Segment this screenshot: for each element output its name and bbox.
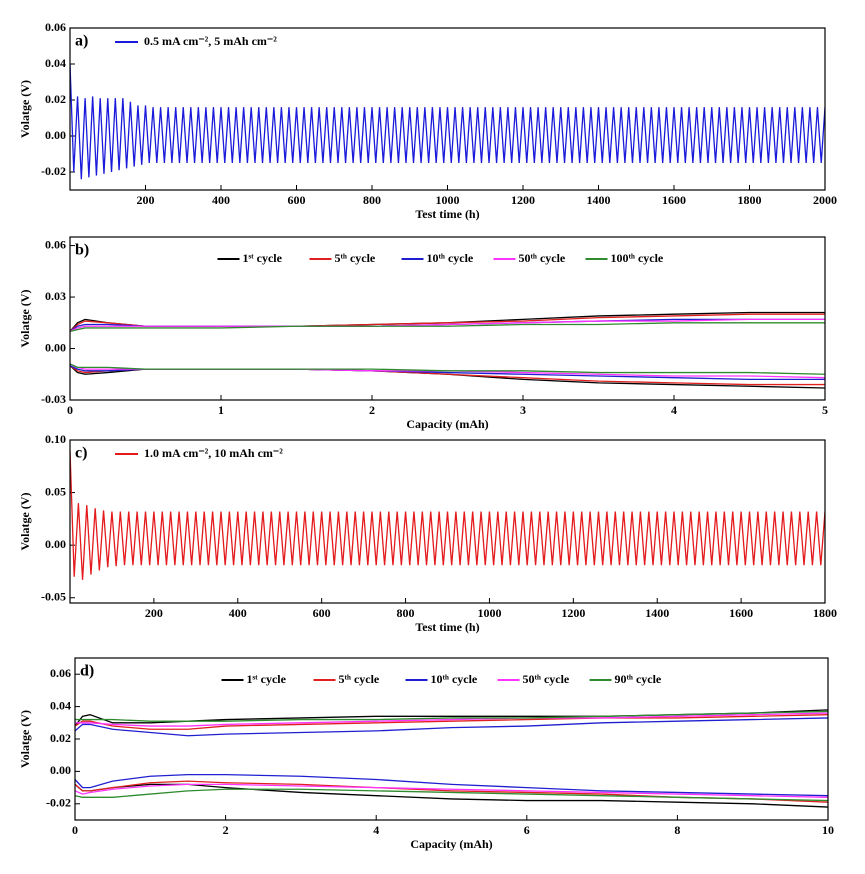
legend-label: 100ᵗʰ cycle <box>611 251 664 265</box>
y-tick-label: 0.04 <box>45 56 66 70</box>
y-tick-label: 0.03 <box>45 289 66 303</box>
x-tick-label: 1 <box>218 403 224 417</box>
plot-frame <box>74 657 829 821</box>
series-line <box>70 63 825 180</box>
y-tick-label: 0.06 <box>45 20 66 34</box>
y-tick-label: 0.04 <box>50 698 71 712</box>
panel-label: d) <box>80 663 94 680</box>
x-tick-label: 10 <box>822 823 834 837</box>
x-tick-label: 2 <box>223 823 229 837</box>
legend-label: 90ᵗʰ cycle <box>615 672 662 686</box>
y-tick-label: 0.10 <box>45 432 66 446</box>
y-tick-label: 0.06 <box>50 666 71 680</box>
x-tick-label: 5 <box>822 403 828 417</box>
x-tick-label: 1600 <box>662 193 686 207</box>
x-tick-label: 4 <box>373 823 379 837</box>
x-tick-label: 1800 <box>738 193 762 207</box>
legend-label: 5ᵗʰ cycle <box>335 251 376 265</box>
x-tick-label: 600 <box>288 193 306 207</box>
panel-label: a) <box>75 33 88 50</box>
x-tick-label: 400 <box>212 193 230 207</box>
y-tick-label: 0.00 <box>45 128 66 142</box>
series-line <box>70 322 825 333</box>
x-tick-label: 4 <box>671 403 677 417</box>
x-tick-label: 2 <box>369 403 375 417</box>
x-tick-label: 1000 <box>436 193 460 207</box>
y-tick-label: 0.00 <box>45 537 66 551</box>
x-tick-label: 1200 <box>511 193 535 207</box>
plot-frame <box>69 27 826 191</box>
x-tick-label: 1800 <box>813 606 837 620</box>
series-line <box>75 783 828 798</box>
y-axis-label: Volatge (V) <box>18 290 32 348</box>
y-axis-label: Volatge (V) <box>18 80 32 138</box>
y-tick-label: -0.05 <box>41 589 66 603</box>
y-axis-label: Volatge (V) <box>18 710 32 768</box>
y-tick-label: -0.02 <box>46 796 71 810</box>
x-axis-label: Test time (h) <box>415 620 479 634</box>
panel-label: c) <box>75 445 87 462</box>
series-line <box>70 313 825 332</box>
x-tick-label: 400 <box>229 606 247 620</box>
y-tick-label: 0.00 <box>45 340 66 354</box>
x-tick-label: 0 <box>67 403 73 417</box>
y-tick-label: 0.00 <box>50 763 71 777</box>
series-line <box>75 788 828 802</box>
legend-label: 10ᵗʰ cycle <box>431 672 478 686</box>
legend-label: 1ˢᵗ cycle <box>243 251 283 265</box>
x-tick-label: 200 <box>145 606 163 620</box>
series-line <box>70 318 825 332</box>
series-line <box>70 363 825 375</box>
x-tick-label: 3 <box>520 403 526 417</box>
y-tick-label: 0.02 <box>45 92 66 106</box>
x-axis-label: Test time (h) <box>415 207 479 221</box>
legend-label: 10ᵗʰ cycle <box>427 251 474 265</box>
series-line <box>75 712 828 727</box>
x-tick-label: 800 <box>397 606 415 620</box>
x-tick-label: 600 <box>313 606 331 620</box>
series-line <box>75 717 828 737</box>
series-line <box>75 773 828 797</box>
plot-frame <box>69 439 826 604</box>
x-tick-label: 1400 <box>587 193 611 207</box>
panel-label: b) <box>75 242 89 259</box>
x-tick-label: 1600 <box>729 606 753 620</box>
y-axis-label: Volatge (V) <box>18 493 32 551</box>
series-line <box>70 363 825 379</box>
legend-label: 1.0 mA cm⁻², 10 mAh cm⁻² <box>144 446 283 460</box>
x-tick-label: 2000 <box>813 193 837 207</box>
series-line <box>70 318 825 332</box>
y-tick-label: 0.05 <box>45 484 66 498</box>
legend-label: 5ᵗʰ cycle <box>339 672 380 686</box>
series-line <box>70 450 825 580</box>
legend-label: 50ᵗʰ cycle <box>523 672 570 686</box>
y-tick-label: -0.03 <box>41 392 66 406</box>
x-tick-label: 1400 <box>645 606 669 620</box>
series-line <box>75 710 828 722</box>
legend-label: 1ˢᵗ cycle <box>247 672 287 686</box>
x-tick-label: 0 <box>72 823 78 837</box>
series-line <box>75 783 828 808</box>
legend-label: 0.5 mA cm⁻², 5 mAh cm⁻² <box>144 34 277 48</box>
x-tick-label: 200 <box>137 193 155 207</box>
x-axis-label: Capacity (mAh) <box>406 417 488 431</box>
y-tick-label: 0.02 <box>50 731 71 745</box>
y-tick-label: -0.02 <box>41 164 66 178</box>
x-tick-label: 1000 <box>477 606 501 620</box>
y-tick-label: 0.06 <box>45 237 66 251</box>
x-tick-label: 8 <box>674 823 680 837</box>
x-tick-label: 1200 <box>561 606 585 620</box>
plot-frame <box>69 236 826 401</box>
x-axis-label: Capacity (mAh) <box>410 837 492 851</box>
x-tick-label: 800 <box>363 193 381 207</box>
legend-label: 50ᵗʰ cycle <box>519 251 566 265</box>
x-tick-label: 6 <box>524 823 530 837</box>
